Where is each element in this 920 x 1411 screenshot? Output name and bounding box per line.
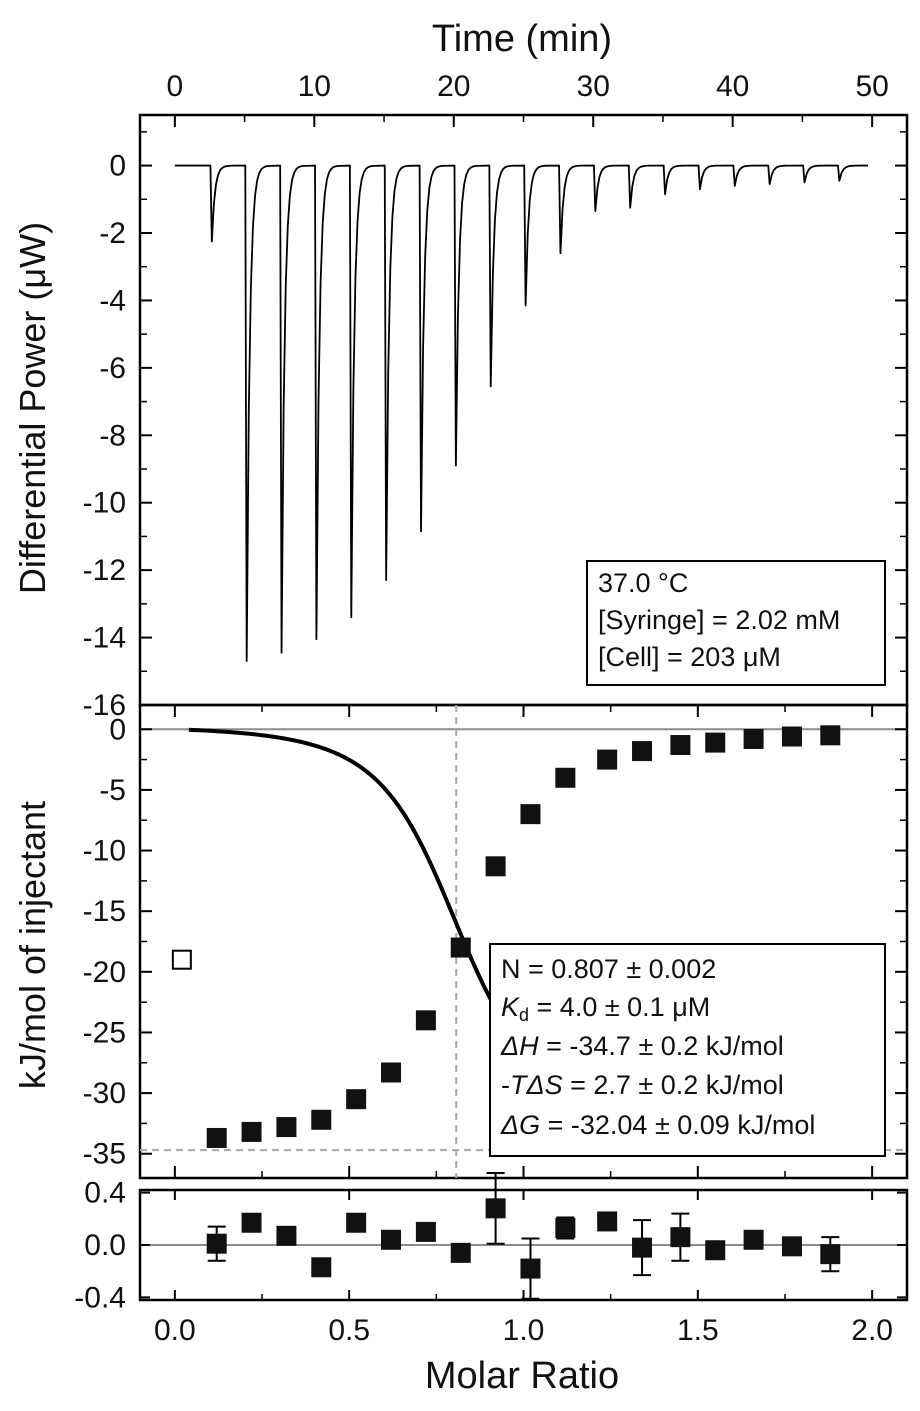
isotherm-point — [415, 1010, 436, 1031]
enthalpy-tick-label: -10 — [83, 835, 126, 868]
residuals-panel: 0.4 0.0 -0.4 0.0 0.5 1.0 1.5 2.0 — [74, 1171, 909, 1347]
enthalpy-tick-label: -15 — [83, 895, 126, 928]
residual-point — [670, 1227, 691, 1248]
power-axis-title: Differential Power (μW) — [12, 222, 53, 594]
temperature-label: 37.0 °C — [598, 568, 688, 598]
time-tick-label: 30 — [577, 70, 610, 103]
residual-point — [781, 1236, 802, 1257]
enthalpy-tick-label: -20 — [83, 956, 126, 989]
power-tick-label: -4 — [99, 284, 126, 317]
stoichiometry-label: N = 0.807 ± 0.002 — [501, 954, 716, 984]
residual-point — [276, 1225, 297, 1246]
power-tick-label: -10 — [83, 487, 126, 520]
isotherm-point — [276, 1117, 297, 1138]
residual-point — [415, 1221, 436, 1242]
isotherm-point — [450, 937, 471, 958]
time-tick-label: 50 — [855, 70, 888, 103]
fit-parameters-box: N = 0.807 ± 0.002 Kd = 4.0 ± 0.1 μM ΔH =… — [489, 943, 886, 1157]
residual-point — [450, 1242, 471, 1263]
syringe-conc-label: [Syringe] = 2.02 mM — [598, 605, 840, 635]
isotherm-point — [381, 1062, 402, 1083]
residual-point — [705, 1240, 726, 1261]
residual-point — [206, 1233, 227, 1254]
isotherm-point — [743, 728, 764, 749]
isotherm-point — [597, 749, 618, 770]
excluded-point — [171, 949, 192, 970]
power-tick-label: -14 — [83, 622, 126, 655]
cell-conc-label: [Cell] = 203 μM — [598, 642, 781, 672]
thermogram-trace — [174, 164, 868, 663]
isotherm-point — [520, 804, 541, 825]
time-tick-label: 0 — [167, 70, 184, 103]
isotherm-point — [781, 726, 802, 747]
ratio-tick-label: 1.0 — [503, 1314, 545, 1347]
residual-tick-label: -0.4 — [74, 1281, 126, 1314]
residual-tick-label: 0.0 — [84, 1229, 126, 1262]
enthalpy-tick-label: -25 — [83, 1016, 126, 1049]
ratio-tick-label: 2.0 — [851, 1314, 893, 1347]
experiment-conditions-box: 37.0 °C [Syringe] = 2.02 mM [Cell] = 203… — [586, 560, 886, 686]
enthalpy-tick-label: -35 — [83, 1138, 126, 1171]
residual-point — [485, 1198, 506, 1219]
residual-point — [311, 1257, 332, 1278]
isotherm-point — [241, 1121, 262, 1142]
time-tick-label: 40 — [716, 70, 749, 103]
ratio-tick-label: 0.0 — [154, 1314, 196, 1347]
residual-point — [346, 1212, 367, 1233]
isotherm-point — [346, 1089, 367, 1110]
enthalpy-label: ΔH = -34.7 ± 0.2 kJ/mol — [500, 1031, 784, 1061]
residual-point — [555, 1217, 576, 1238]
isotherm-point — [820, 725, 841, 746]
enthalpy-tick-label: -30 — [83, 1077, 126, 1110]
time-tick-label: 10 — [298, 70, 331, 103]
residual-point — [241, 1212, 262, 1233]
time-tick-label: 20 — [437, 70, 470, 103]
residual-point — [381, 1229, 402, 1250]
ratio-tick-label: 1.5 — [677, 1314, 719, 1347]
isotherm-point — [670, 735, 691, 756]
residual-point — [632, 1237, 653, 1258]
isotherm-panel: 0 -5 -10 -15 -20 -25 -30 -35 — [83, 703, 909, 1180]
isotherm-point — [632, 741, 653, 762]
enthalpy-tick-label: -5 — [99, 774, 126, 807]
residual-point — [820, 1244, 841, 1265]
molar-ratio-axis-title: Molar Ratio — [425, 1355, 619, 1397]
time-axis-title: Time (min) — [432, 18, 612, 60]
gibbs-label: ΔG = -32.04 ± 0.09 kJ/mol — [500, 1110, 815, 1140]
kd-label: Kd = 4.0 ± 0.1 μM — [501, 992, 710, 1025]
ratio-tick-label: 0.5 — [328, 1314, 370, 1347]
thermogram-panel: 0 10 20 30 40 50 0 -2 -4 -6 -8 -10 -12 -14 -16 — [83, 70, 909, 722]
residual-point — [743, 1229, 764, 1250]
power-tick-label: -12 — [83, 554, 126, 587]
power-tick-label: -2 — [99, 217, 126, 250]
enthalpy-axis-title: kJ/mol of injectant — [12, 801, 53, 1089]
residual-tick-label: 0.4 — [84, 1177, 126, 1210]
isotherm-point — [485, 856, 506, 877]
residual-point — [597, 1211, 618, 1232]
power-tick-label: -8 — [99, 419, 126, 452]
isotherm-point — [311, 1109, 332, 1130]
isotherm-point — [206, 1127, 227, 1148]
power-tick-label: -6 — [99, 352, 126, 385]
isotherm-point — [555, 767, 576, 788]
power-tick-label: -16 — [83, 689, 126, 722]
residual-point — [520, 1258, 541, 1279]
isotherm-point — [705, 732, 726, 753]
enthalpy-tick-label: 0 — [109, 713, 126, 746]
entropy-label: -TΔS = 2.7 ± 0.2 kJ/mol — [501, 1070, 784, 1100]
power-tick-label: 0 — [109, 150, 126, 183]
